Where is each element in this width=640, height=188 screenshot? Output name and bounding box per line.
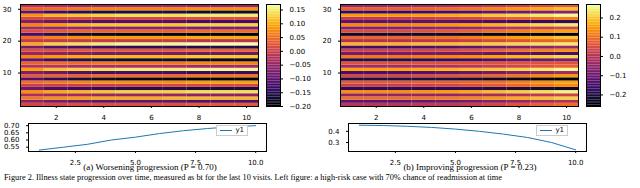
svg-text:30: 30 xyxy=(323,6,332,14)
svg-text:−0.05: −0.05 xyxy=(290,61,311,69)
svg-text:7.5: 7.5 xyxy=(190,159,201,167)
svg-text:5.0: 5.0 xyxy=(450,159,461,167)
svg-text:0.70: 0.70 xyxy=(4,122,20,130)
svg-text:10.0: 10.0 xyxy=(568,159,584,167)
svg-text:−0.10: −0.10 xyxy=(290,75,311,83)
svg-text:−0.1: −0.1 xyxy=(610,72,627,80)
svg-text:0.15: 0.15 xyxy=(290,6,306,14)
svg-text:0.65: 0.65 xyxy=(4,129,20,137)
svg-text:10.0: 10.0 xyxy=(248,159,264,167)
svg-text:20: 20 xyxy=(323,37,332,45)
svg-text:7.5: 7.5 xyxy=(510,159,521,167)
svg-text:0.00: 0.00 xyxy=(290,48,306,56)
svg-text:0.4: 0.4 xyxy=(328,128,340,136)
svg-text:10: 10 xyxy=(323,69,332,77)
svg-text:0.2: 0.2 xyxy=(610,14,621,22)
svg-text:0.55: 0.55 xyxy=(4,143,20,151)
svg-text:2.5: 2.5 xyxy=(70,159,81,167)
svg-text:0.3: 0.3 xyxy=(328,139,339,147)
svg-text:−0.2: −0.2 xyxy=(610,91,627,99)
svg-text:0.05: 0.05 xyxy=(290,34,306,42)
svg-text:2.5: 2.5 xyxy=(390,159,401,167)
svg-text:0.0: 0.0 xyxy=(610,53,621,61)
svg-text:−0.15: −0.15 xyxy=(290,89,311,97)
svg-text:0.1: 0.1 xyxy=(610,33,621,41)
svg-text:10: 10 xyxy=(3,69,12,77)
svg-text:20: 20 xyxy=(3,37,12,45)
svg-text:30: 30 xyxy=(3,6,12,14)
svg-text:0.60: 0.60 xyxy=(4,136,20,144)
svg-text:0.10: 0.10 xyxy=(290,20,306,28)
svg-text:5.0: 5.0 xyxy=(130,159,141,167)
svg-text:−0.20: −0.20 xyxy=(290,103,311,111)
